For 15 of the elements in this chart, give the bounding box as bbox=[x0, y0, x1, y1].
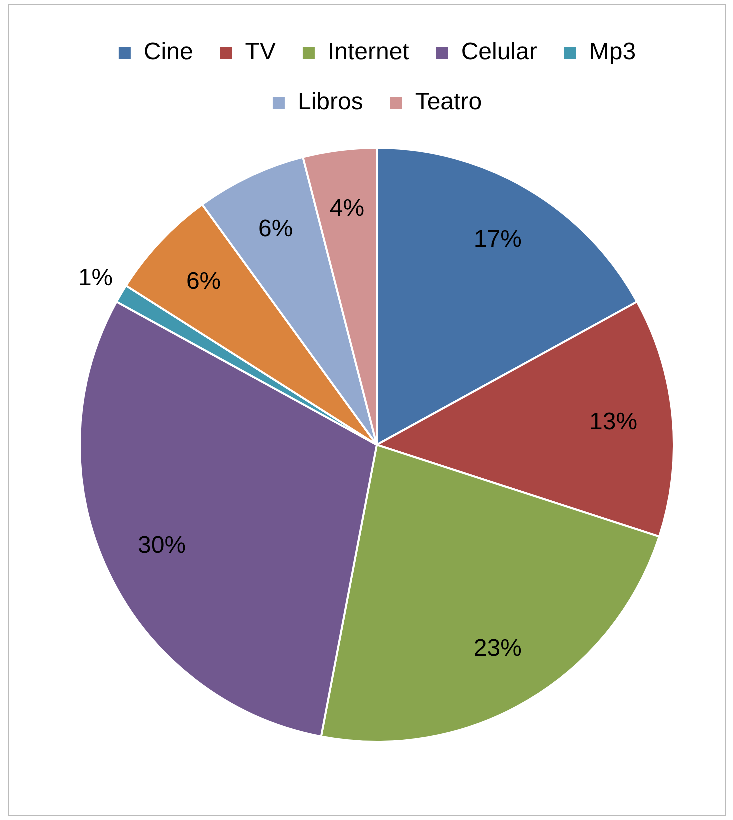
data-label: 4% bbox=[330, 194, 365, 222]
data-label: 13% bbox=[590, 408, 638, 436]
data-label: 17% bbox=[474, 226, 522, 254]
legend-label: Libros bbox=[298, 88, 364, 116]
legend-label: Teatro bbox=[415, 88, 482, 116]
data-label: 23% bbox=[474, 635, 522, 662]
legend-label: Internet bbox=[328, 38, 410, 66]
legend-label: TV bbox=[245, 38, 276, 66]
legend-label: Celular bbox=[461, 38, 538, 66]
data-label: 30% bbox=[138, 532, 186, 559]
legend-label: Cine bbox=[144, 38, 194, 66]
data-label: 6% bbox=[186, 268, 222, 295]
data-label: 6% bbox=[258, 216, 294, 243]
data-label: 1% bbox=[78, 264, 114, 292]
legend-label: Mp3 bbox=[589, 38, 636, 66]
